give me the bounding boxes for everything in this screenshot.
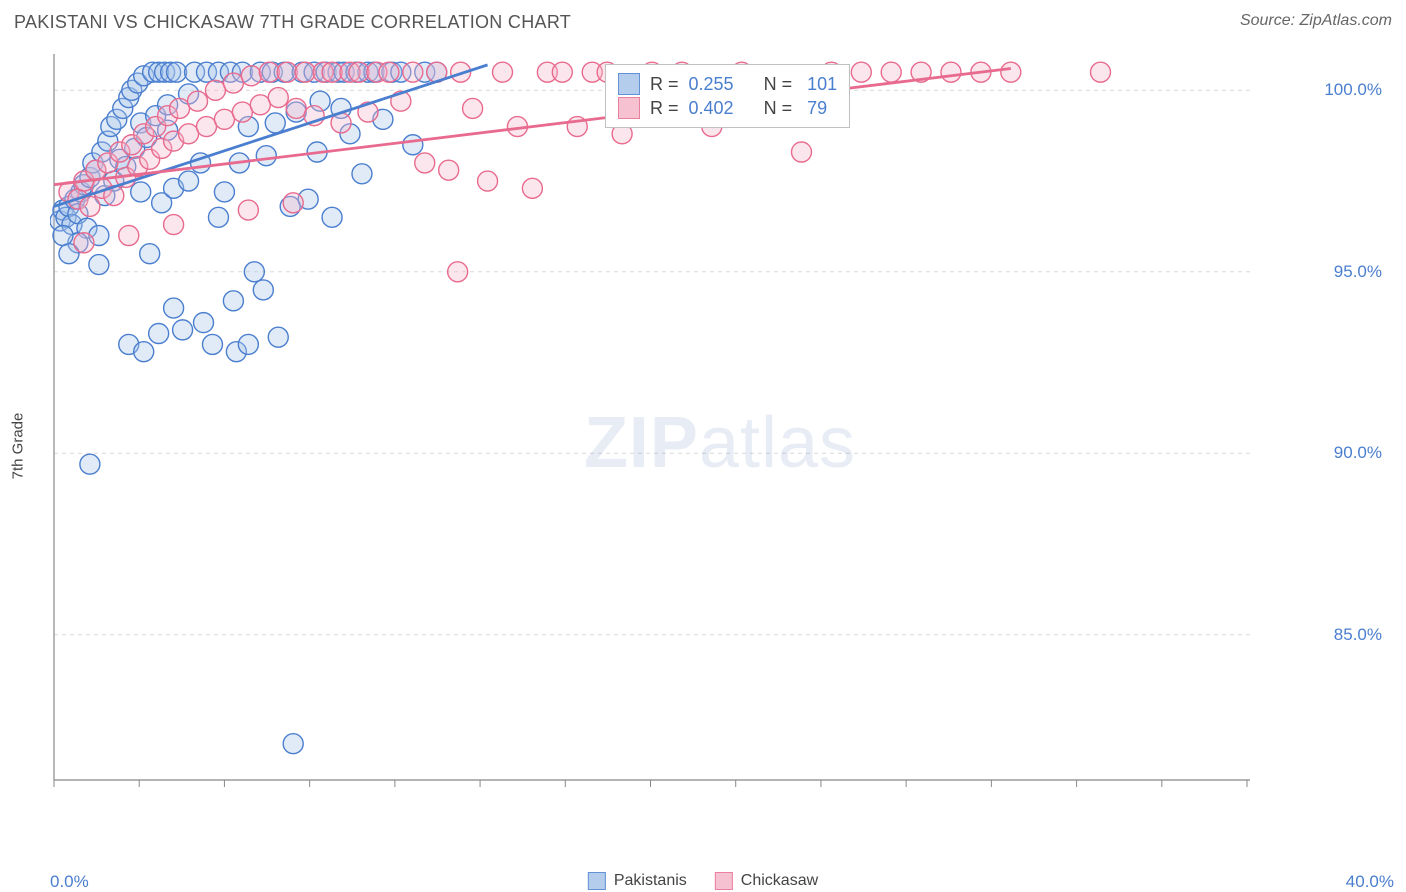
y-tick-label: 95.0% bbox=[1334, 262, 1382, 282]
legend-swatch-icon bbox=[618, 97, 640, 119]
stats-row-chickasaw: R =0.402 N = 79 bbox=[618, 97, 837, 119]
legend-label: Chickasaw bbox=[741, 872, 818, 890]
legend-swatch-icon bbox=[588, 872, 606, 890]
x-axis-max-label: 40.0% bbox=[1346, 872, 1394, 892]
scatter-svg bbox=[50, 48, 1320, 808]
stats-legend-box: R =0.255 N = 101R =0.402 N = 79 bbox=[605, 64, 850, 128]
plot-area: ZIPatlas R =0.255 N = 101R =0.402 N = 79… bbox=[50, 48, 1390, 838]
source-label: Source: ZipAtlas.com bbox=[1240, 12, 1392, 30]
legend-swatch-icon bbox=[618, 73, 640, 95]
legend-item-pakistanis: Pakistanis bbox=[588, 872, 687, 890]
y-tick-label: 100.0% bbox=[1324, 80, 1382, 100]
legend-bottom: Pakistanis Chickasaw bbox=[588, 872, 818, 890]
stats-row-pakistanis: R =0.255 N = 101 bbox=[618, 73, 837, 95]
chart-title: PAKISTANI VS CHICKASAW 7TH GRADE CORRELA… bbox=[14, 12, 571, 32]
y-tick-label: 90.0% bbox=[1334, 443, 1382, 463]
legend-label: Pakistanis bbox=[614, 872, 687, 890]
legend-item-chickasaw: Chickasaw bbox=[715, 872, 818, 890]
legend-swatch-icon bbox=[715, 872, 733, 890]
y-axis-label: 7th Grade bbox=[10, 413, 27, 480]
y-tick-label: 85.0% bbox=[1334, 625, 1382, 645]
x-axis-min-label: 0.0% bbox=[50, 872, 89, 892]
